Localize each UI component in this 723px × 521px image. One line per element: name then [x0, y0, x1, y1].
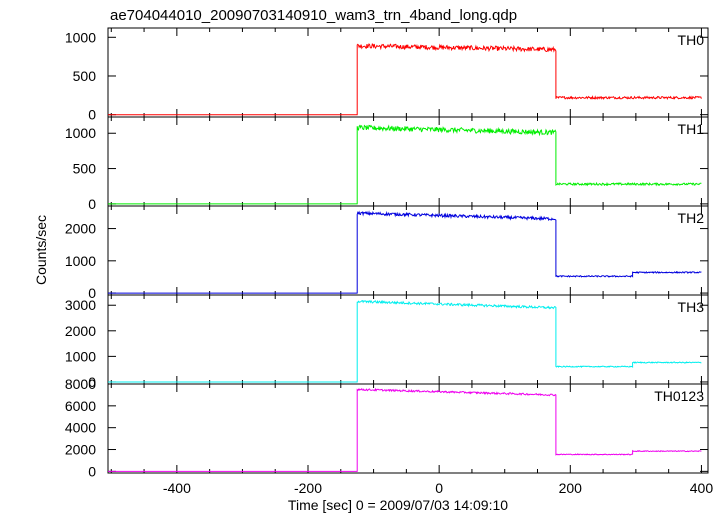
- x-tick-label: 0: [435, 480, 443, 496]
- series-label-TH0123: TH0123: [654, 388, 704, 404]
- panel-frame-TH0: [107, 27, 709, 118]
- y-tick-label-TH0123: 6000: [65, 398, 96, 414]
- y-tick-label-TH3: 3000: [65, 297, 96, 313]
- y-tick-label-TH0123: 0: [88, 463, 96, 479]
- series-line-TH0: [108, 43, 702, 116]
- x-axis-label: Time [sec] 0 = 2009/07/03 14:09:10: [288, 497, 508, 513]
- y-tick-label-TH3: 0: [88, 374, 96, 390]
- y-tick-label-TH0123: 8000: [65, 376, 96, 392]
- y-tick-label-TH1: 1000: [65, 125, 96, 141]
- x-tick-label: 200: [559, 480, 583, 496]
- series-label-TH2: TH2: [678, 210, 705, 226]
- series-label-TH3: TH3: [678, 299, 705, 315]
- y-tick-label-TH0: 1000: [65, 29, 96, 45]
- y-tick-label-TH2: 2000: [65, 221, 96, 237]
- panel-frame-TH0123: [107, 383, 709, 474]
- series-label-TH1: TH1: [678, 121, 705, 137]
- y-tick-label-TH1: 500: [73, 161, 97, 177]
- series-label-TH0: TH0: [678, 32, 705, 48]
- y-tick-label-TH0123: 4000: [65, 420, 96, 436]
- series-line-TH2: [108, 210, 702, 294]
- series-line-TH3: [108, 299, 702, 383]
- y-tick-label-TH1: 0: [88, 196, 96, 212]
- x-tick-label: -400: [163, 480, 191, 496]
- x-tick-label: -200: [294, 480, 322, 496]
- y-tick-label-TH0: 0: [88, 107, 96, 123]
- chart-title: ae704044010_20090703140910_wam3_trn_4ban…: [110, 7, 517, 24]
- y-tick-label-TH3: 2000: [65, 323, 96, 339]
- y-tick-label-TH0: 500: [73, 68, 97, 84]
- panel-frame-TH2: [107, 205, 709, 296]
- panel-frame-TH1: [107, 116, 709, 207]
- x-tick-label: 400: [690, 480, 714, 496]
- y-tick-label-TH0123: 2000: [65, 442, 96, 458]
- y-tick-label-TH2: 1000: [65, 253, 96, 269]
- series-line-TH1: [108, 124, 702, 205]
- y-tick-label-TH3: 1000: [65, 348, 96, 364]
- series-line-TH0123: [108, 387, 702, 472]
- y-tick-label-TH2: 0: [88, 285, 96, 301]
- y-axis-label: Counts/sec: [33, 215, 49, 285]
- panel-frame-TH3: [107, 294, 709, 385]
